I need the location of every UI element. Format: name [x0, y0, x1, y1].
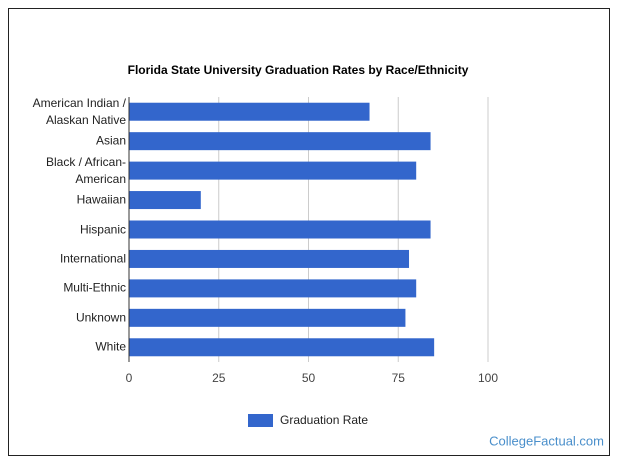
legend-label: Graduation Rate: [280, 413, 368, 427]
y-tick-label: White: [95, 339, 126, 354]
bar: [129, 102, 370, 121]
y-tick-label: Black / African-American: [45, 154, 126, 186]
y-tick-label: Multi-Ethnic: [63, 280, 126, 295]
x-tick-label: 25: [212, 371, 226, 385]
bar: [129, 338, 435, 357]
bar: [129, 220, 431, 239]
bar: [129, 132, 431, 151]
x-tick-label: 0: [126, 371, 133, 385]
y-tick-label: Hispanic: [79, 222, 126, 236]
bar: [129, 191, 201, 210]
x-tick-label: 100: [478, 371, 498, 385]
chart-title: Florida State University Graduation Rate…: [128, 63, 469, 77]
bar: [129, 279, 417, 298]
y-tick-label: Asian: [95, 133, 126, 148]
source[interactable]: CollegeFactual.com: [489, 433, 604, 448]
y-tick-label: Hawaiian: [76, 192, 126, 207]
bar: [129, 249, 410, 268]
legend-swatch: [248, 414, 273, 427]
y-tick-label: International: [59, 251, 126, 266]
x-tick-label: 50: [302, 371, 316, 385]
y-tick-label: American Indian / Alaskan Native: [32, 95, 126, 127]
bar: [129, 308, 406, 327]
bar: [129, 161, 417, 180]
y-tick-label: Unknown: [75, 310, 126, 325]
x-tick-label: 75: [392, 371, 406, 385]
